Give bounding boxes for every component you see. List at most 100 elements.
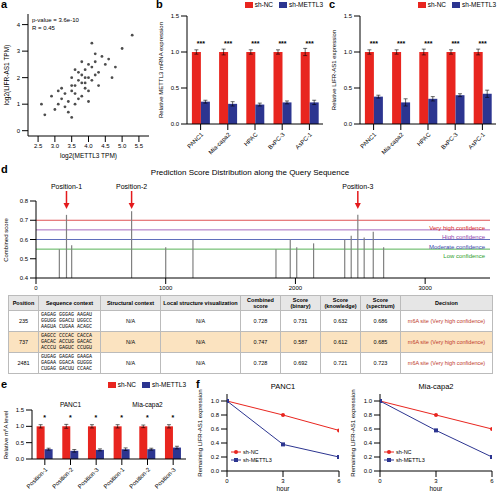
- svg-text:***: ***: [224, 40, 232, 47]
- svg-text:6: 6: [490, 478, 492, 484]
- svg-text:0.0: 0.0: [344, 121, 353, 127]
- svg-text:Moderate confidence: Moderate confidence: [429, 244, 486, 250]
- svg-text:AsPC-1: AsPC-1: [294, 131, 313, 150]
- html-text:Combined score: Combined score: [247, 297, 274, 309]
- svg-text:Position-2: Position-2: [128, 466, 152, 490]
- svg-text:5.5: 5.5: [135, 143, 144, 149]
- svg-text:Position-3: Position-3: [154, 466, 178, 490]
- svg-text:0: 0: [378, 478, 382, 484]
- svg-text:*: *: [43, 414, 46, 421]
- svg-text:BxPC-3: BxPC-3: [267, 131, 286, 150]
- svg-text:2: 2: [17, 75, 21, 81]
- svg-text:PANC1: PANC1: [186, 131, 205, 150]
- html-text:Score (knowledge): Score (knowledge): [324, 297, 357, 309]
- html-text:Mia-capa2: Mia-capa2: [418, 381, 454, 391]
- svg-text:***: ***: [424, 40, 432, 47]
- svg-text:BxPC-3: BxPC-3: [440, 131, 459, 150]
- svg-text:3: 3: [281, 478, 285, 484]
- svg-text:***: ***: [479, 40, 487, 47]
- svg-text:5.0: 5.0: [118, 143, 127, 149]
- svg-text:0: 0: [225, 478, 229, 484]
- svg-text:0.0: 0.0: [211, 468, 220, 474]
- html-text:PANC1: PANC1: [270, 381, 296, 391]
- svg-text:***: ***: [251, 40, 259, 47]
- svg-text:*: *: [146, 414, 149, 421]
- svg-text:4: 4: [17, 22, 21, 28]
- svg-text:0.4: 0.4: [211, 440, 220, 446]
- svg-text:0.0: 0.0: [16, 456, 25, 462]
- svg-text:4.5: 4.5: [101, 143, 110, 149]
- svg-text:0.6: 0.6: [20, 237, 29, 243]
- svg-text:High confidence: High confidence: [442, 234, 486, 240]
- svg-text:1.0: 1.0: [344, 49, 353, 55]
- html-text:GAGAG GGGAG AAGAU GGUGG GGACU: GAGAG GGGAG AAGAU GGUGG GGACU UGGCC AAGU…: [41, 312, 92, 330]
- svg-text:0.2: 0.2: [364, 454, 373, 460]
- svg-text:HPAC: HPAC: [416, 131, 432, 147]
- svg-text:***: ***: [451, 40, 459, 47]
- svg-text:Low confidence: Low confidence: [443, 253, 485, 259]
- html-text:GAGCC CCCAC CACCA GACAC ACCUG: GAGCC CCCAC CACCA GACAC ACCUG GACAC ACCC…: [41, 333, 92, 351]
- svg-text:1.0: 1.0: [171, 49, 180, 55]
- svg-text:0.5: 0.5: [20, 256, 29, 262]
- svg-text:0.5: 0.5: [344, 85, 353, 91]
- svg-text:Mia-capa2: Mia-capa2: [207, 131, 232, 156]
- svg-text:1.0: 1.0: [364, 398, 373, 404]
- svg-text:0.8: 0.8: [20, 198, 29, 204]
- svg-text:3: 3: [434, 478, 438, 484]
- svg-text:2.5: 2.5: [34, 143, 43, 149]
- html-text:Score (spectrum): Score (spectrum): [366, 297, 395, 309]
- svg-text:***: ***: [197, 40, 205, 47]
- svg-text:1.0: 1.0: [211, 398, 220, 404]
- svg-text:Position-1: Position-1: [25, 466, 49, 490]
- svg-text:AsPC-1: AsPC-1: [467, 131, 486, 150]
- svg-text:1: 1: [17, 101, 21, 107]
- svg-text:0.4: 0.4: [364, 440, 373, 446]
- svg-text:1000: 1000: [159, 285, 173, 291]
- svg-text:0.4: 0.4: [20, 275, 29, 281]
- svg-text:***: ***: [278, 40, 286, 47]
- svg-text:3000: 3000: [418, 285, 432, 291]
- svg-text:2000: 2000: [289, 285, 303, 291]
- svg-text:0.8: 0.8: [364, 412, 373, 418]
- svg-text:3.5: 3.5: [68, 143, 77, 149]
- html-text:Prediction Score Distribution: Prediction Score Distribution along the …: [150, 167, 350, 177]
- svg-text:*: *: [120, 414, 123, 421]
- svg-text:1.5: 1.5: [16, 407, 25, 413]
- svg-text:3.0: 3.0: [51, 143, 60, 149]
- svg-text:1.0: 1.0: [16, 423, 25, 429]
- svg-text:3: 3: [17, 48, 21, 54]
- svg-text:0.2: 0.2: [211, 454, 220, 460]
- svg-text:***: ***: [306, 40, 314, 47]
- svg-text:HPAC: HPAC: [243, 131, 259, 147]
- svg-text:Position-2: Position-2: [51, 466, 75, 490]
- svg-text:0.0: 0.0: [364, 468, 373, 474]
- svg-text:***: ***: [397, 40, 405, 47]
- svg-text:1.5: 1.5: [344, 13, 353, 19]
- html-text:Score (binary): Score (binary): [290, 297, 311, 309]
- svg-text:0: 0: [17, 128, 21, 134]
- svg-text:0.6: 0.6: [211, 426, 220, 432]
- svg-text:***: ***: [370, 40, 378, 47]
- svg-text:0.5: 0.5: [16, 440, 25, 446]
- svg-text:*: *: [95, 414, 98, 421]
- svg-text:1.5: 1.5: [171, 13, 180, 19]
- svg-text:Position-3: Position-3: [77, 466, 101, 490]
- svg-text:6: 6: [337, 478, 341, 484]
- svg-text:0.7: 0.7: [20, 217, 29, 223]
- svg-text:0.8: 0.8: [211, 412, 220, 418]
- svg-text:4.0: 4.0: [84, 143, 93, 149]
- svg-text:Position-2: Position-2: [116, 183, 147, 190]
- svg-text:Position-3: Position-3: [342, 183, 373, 190]
- svg-text:0: 0: [34, 285, 38, 291]
- svg-text:0.6: 0.6: [364, 426, 373, 432]
- svg-text:0.5: 0.5: [171, 85, 180, 91]
- svg-text:*: *: [69, 414, 72, 421]
- svg-text:Position-1: Position-1: [102, 466, 126, 490]
- svg-text:0.0: 0.0: [171, 121, 180, 127]
- svg-text:Position-1: Position-1: [51, 183, 82, 190]
- svg-text:Very high confidence: Very high confidence: [429, 225, 485, 231]
- svg-text:Mia-capa2: Mia-capa2: [380, 131, 405, 156]
- svg-text:PANC1: PANC1: [359, 131, 378, 150]
- svg-text:*: *: [172, 414, 175, 421]
- html-text:GUGAG GAGAG GAAGA GAGAA GGACA: GUGAG GAGAG GAAGA GAGAA GGACA GUGGG CUGA…: [41, 354, 92, 372]
